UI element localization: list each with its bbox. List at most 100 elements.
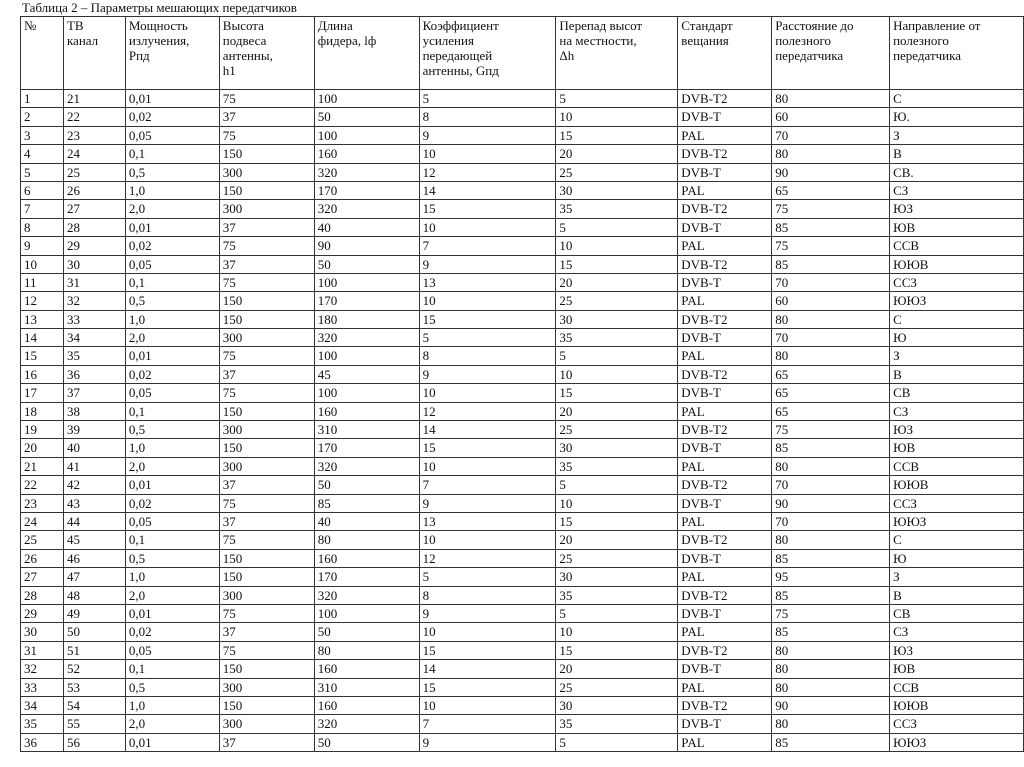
table-cell: 28 <box>62 217 126 238</box>
table-cell: 0,01 <box>124 88 220 109</box>
table-cell: 29 <box>62 236 126 256</box>
table-cell: DVB-T2 <box>677 530 773 550</box>
table-cell: PAL <box>677 511 773 532</box>
table-cell: 15 <box>555 511 679 532</box>
table-cell: 37 <box>218 732 315 753</box>
table-cell: 25 <box>62 162 126 182</box>
table-cell: 80 <box>771 714 891 734</box>
table-cell: 25 <box>555 162 679 182</box>
table-row: 35 55 2,0 300 320 7 35 DVB-T 80 ССЗ <box>20 714 1024 734</box>
table-row: 20 40 1,0 150 170 15 30 DVB-T 85 ЮВ <box>20 438 1024 458</box>
table-cell: 65 <box>771 401 891 422</box>
table-cell: 160 <box>313 659 420 679</box>
table-cell: 320 <box>313 456 420 477</box>
table-cell: 0,01 <box>124 217 220 238</box>
table-cell: 75 <box>218 236 315 256</box>
table-row: 16 36 0,02 37 45 9 10 DVB-T2 65 В <box>20 364 1024 385</box>
table-cell: 310 <box>313 677 420 697</box>
table-cell: 32 <box>20 659 64 679</box>
table-cell: DVB-T <box>677 383 773 403</box>
table-cell: 23 <box>20 493 64 513</box>
table-cell: PAL <box>677 236 773 256</box>
table-cell: 70 <box>771 328 891 348</box>
table-cell: 75 <box>218 272 315 293</box>
table-cell: 43 <box>62 493 126 513</box>
table-cell: 26 <box>20 548 64 569</box>
table-cell: 25 <box>555 291 679 311</box>
table-cell: ЮЮЗ <box>889 511 1024 532</box>
table-cell: DVB-T <box>677 328 773 348</box>
header-row: № ТВ канал Мощность излучения, Рпд Высота п… <box>20 16 1024 90</box>
table-row: 3 23 0,05 75 100 9 15 PAL 70 З <box>20 125 1024 146</box>
table-cell: 53 <box>62 677 126 697</box>
table-cell: 49 <box>62 603 126 624</box>
table-cell: 75 <box>218 383 315 403</box>
table-cell: 80 <box>313 530 420 550</box>
table-row: 15 35 0,01 75 100 8 5 PAL 80 З <box>20 346 1024 366</box>
table-cell: 13 <box>20 309 64 330</box>
table-row: 13 33 1,0 150 180 15 30 DVB-T2 80 С <box>20 309 1024 330</box>
table-cell: С <box>889 88 1024 109</box>
table: № ТВ канал Мощность излучения, Рпд Высота п… <box>20 16 1024 753</box>
table-row: 33 53 0,5 300 310 15 25 PAL 80 ССВ <box>20 677 1024 697</box>
table-cell: Ю <box>889 328 1024 348</box>
table-cell: 0,05 <box>124 640 220 661</box>
table-cell: 50 <box>313 732 420 753</box>
table-cell: DVB-T <box>677 272 773 293</box>
table-cell: 160 <box>313 144 420 164</box>
table-cell: DVB-T <box>677 438 773 458</box>
table-cell: 0,5 <box>124 548 220 569</box>
table-cell: 5 <box>418 567 557 587</box>
table-row: 31 51 0,05 75 80 15 15 DVB-T2 80 ЮЗ <box>20 640 1024 661</box>
table-cell: З <box>889 125 1024 146</box>
table-cell: 36 <box>20 732 64 753</box>
table-cell: 23 <box>62 125 126 146</box>
table-row: 18 38 0,1 150 160 12 20 PAL 65 СЗ <box>20 401 1024 422</box>
table-cell: 2 <box>20 107 64 127</box>
table-cell: PAL <box>677 622 773 642</box>
table-cell: 37 <box>218 475 315 495</box>
table-cell: 2,0 <box>124 199 220 219</box>
table-body: 1 21 0,01 75 100 5 5 DVB-T2 80 С 2 22 0,02 37 50 8 10 DVB… <box>20 88 1024 753</box>
table-cell: СВ <box>889 603 1024 624</box>
table-cell: 15 <box>418 640 557 661</box>
table-cell: 70 <box>771 272 891 293</box>
table-cell: 21 <box>20 456 64 477</box>
table-cell: 0,01 <box>124 603 220 624</box>
table-cell: СВ. <box>889 162 1024 182</box>
table-cell: 80 <box>771 640 891 661</box>
table-row: 12 32 0,5 150 170 10 25 PAL 60 ЮЮЗ <box>20 291 1024 311</box>
table-cell: 75 <box>218 640 315 661</box>
table-row: 19 39 0,5 300 310 14 25 DVB-T2 75 ЮЗ <box>20 420 1024 440</box>
header-cell: Длина фидера, lф <box>313 16 420 90</box>
table-cell: DVB-T2 <box>677 364 773 385</box>
table-cell: 10 <box>418 695 557 716</box>
table-cell: 10 <box>418 291 557 311</box>
table-cell: 9 <box>418 603 557 624</box>
table-cell: СВ <box>889 383 1024 403</box>
table-cell: 310 <box>313 420 420 440</box>
table-cell: 0,1 <box>124 659 220 679</box>
table-row: 10 30 0,05 37 50 9 15 DVB-T2 85 ЮЮВ <box>20 254 1024 274</box>
table-cell: 300 <box>218 199 315 219</box>
table-cell: 10 <box>555 364 679 385</box>
table-cell: 54 <box>62 695 126 716</box>
table-cell: 80 <box>771 309 891 330</box>
table-cell: 9 <box>418 493 557 513</box>
table-cell: 320 <box>313 199 420 219</box>
table-cell: З <box>889 346 1024 366</box>
table-cell: 95 <box>771 567 891 587</box>
table-cell: 15 <box>555 383 679 403</box>
table-cell: 5 <box>418 328 557 348</box>
table-cell: 90 <box>313 236 420 256</box>
table-row: 2 22 0,02 37 50 8 10 DVB-T 60 Ю. <box>20 107 1024 127</box>
table-cell: 80 <box>771 456 891 477</box>
table-cell: 0,01 <box>124 346 220 366</box>
table-cell: 75 <box>771 199 891 219</box>
table-cell: 10 <box>418 144 557 164</box>
table-cell: 22 <box>20 475 64 495</box>
table-cell: 56 <box>62 732 126 753</box>
table-cell: 47 <box>62 567 126 587</box>
table-cell: 300 <box>218 162 315 182</box>
table-cell: 34 <box>62 328 126 348</box>
